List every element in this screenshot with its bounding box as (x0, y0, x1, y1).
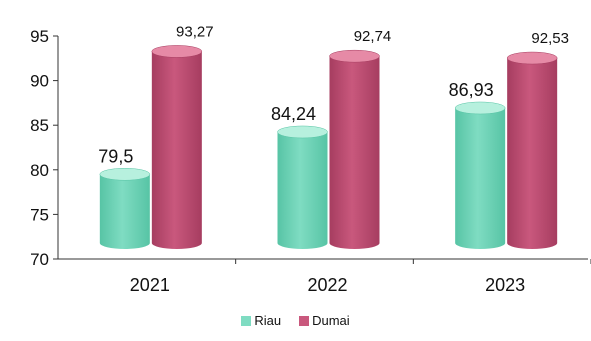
legend: Riau Dumai (0, 313, 591, 328)
bar-top (99, 168, 151, 181)
x-tick-label: 2022 (307, 275, 347, 295)
bar-body (507, 58, 558, 250)
axes: 70 75 80 85 90 95 2021 2022 2023 (30, 27, 591, 295)
bar-dumai-2021 (151, 45, 203, 250)
data-label-riau-2022: 84,24 (271, 104, 316, 124)
y-tick-label: 90 (30, 72, 49, 91)
bar-dumai-2023 (506, 51, 558, 250)
bar-top (506, 51, 558, 65)
bar-riau-2023 (454, 101, 506, 249)
data-label-dumai-2021: 93,27 (176, 23, 214, 40)
legend-label-riau: Riau (254, 313, 282, 328)
y-tick-label: 95 (30, 27, 49, 46)
bar-dumai-2022 (329, 49, 380, 250)
y-tick-label: 85 (30, 116, 49, 135)
bar-body (151, 51, 202, 250)
legend-label-dumai: Dumai (312, 313, 350, 328)
bar-body (99, 174, 150, 249)
bar-top (151, 45, 203, 58)
bar-riau-2022 (277, 125, 328, 249)
bar-body (277, 131, 328, 249)
y-tick-label: 80 (30, 161, 49, 180)
bar-body (329, 56, 380, 250)
bar-top (454, 101, 506, 115)
bar-top (277, 125, 328, 139)
y-tick-label: 75 (30, 205, 49, 224)
data-label-dumai-2022: 92,74 (354, 28, 392, 45)
bar-body (455, 107, 506, 249)
bar-top (329, 49, 380, 63)
bars (99, 45, 558, 250)
legend-swatch-riau (241, 315, 252, 326)
data-labels: 79,5 93,27 84,24 92,74 86,93 92,53 (98, 23, 569, 166)
legend-item-riau: Riau (241, 313, 281, 328)
legend-item-dumai: Dumai (299, 313, 350, 328)
data-label-dumai-2023: 92,53 (531, 30, 569, 47)
y-tick-label: 70 (30, 250, 49, 269)
bar-riau-2021 (99, 168, 151, 249)
x-tick-label: 2021 (130, 275, 170, 295)
data-label-riau-2021: 79,5 (98, 146, 133, 166)
legend-swatch-dumai (299, 315, 310, 326)
data-label-riau-2023: 86,93 (449, 80, 494, 100)
x-tick-label: 2023 (485, 275, 525, 295)
